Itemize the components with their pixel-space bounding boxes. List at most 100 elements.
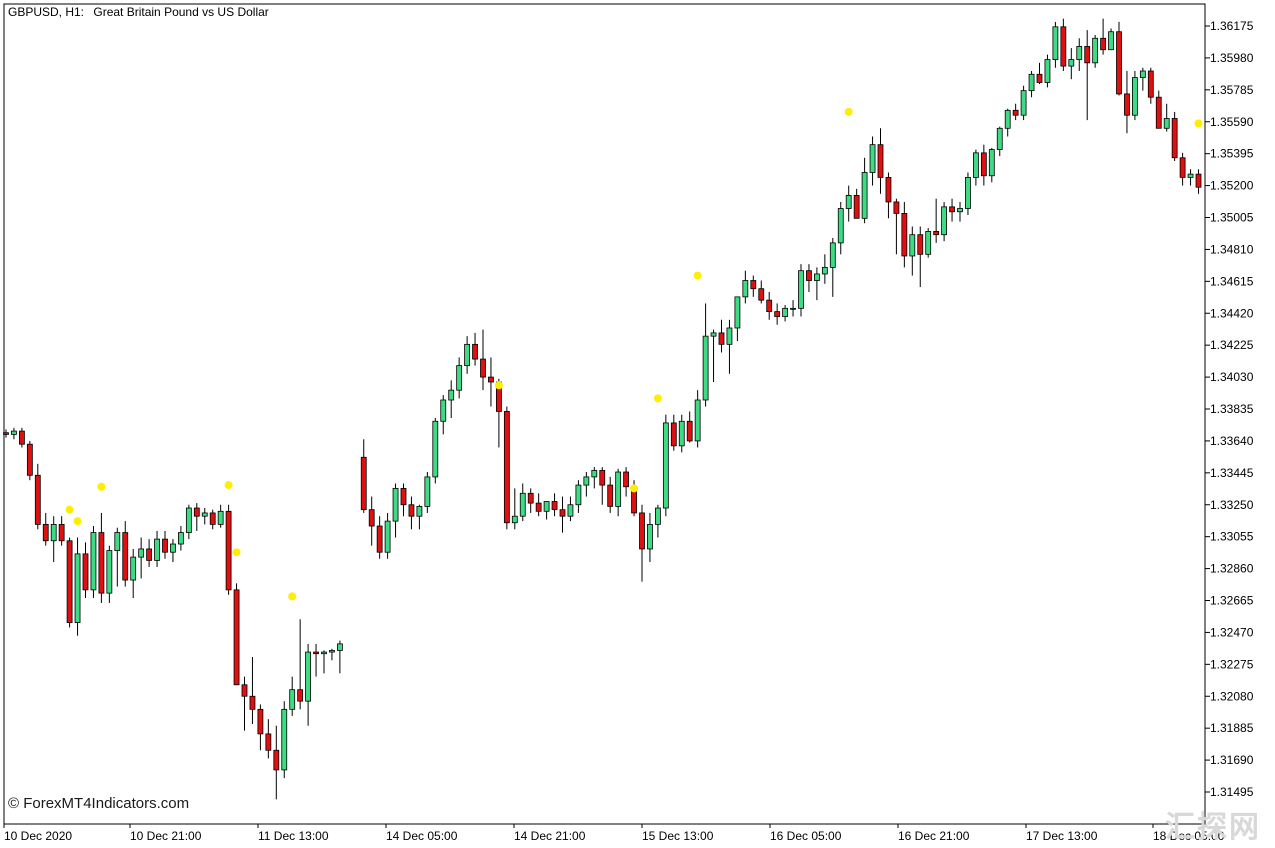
candle [289, 676, 296, 716]
price-tick-label: 1.35590 [1210, 115, 1254, 129]
site-watermark: © ForexMT4Indicators.com [8, 795, 189, 812]
candle-body [34, 474, 41, 525]
candle-body [448, 389, 455, 401]
candle-body [193, 507, 200, 517]
candle [42, 512, 49, 546]
time-tick-label: 16 Dec 21:00 [898, 829, 970, 843]
candle [1100, 18, 1106, 55]
candle-body [329, 650, 335, 653]
candle [575, 480, 582, 513]
time-axis[interactable]: 10 Dec 2020 10 Dec 21:00 11 Dec 13:00 14 De… [3, 824, 1225, 843]
candle [1084, 30, 1091, 121]
price-tick-label: 1.32665 [1210, 594, 1254, 608]
candle [3, 429, 9, 438]
candle [639, 504, 645, 582]
candle [909, 226, 916, 276]
candle [1163, 103, 1170, 132]
candle [980, 144, 987, 186]
candle-body [1028, 73, 1035, 92]
candle [647, 512, 653, 563]
candle-body [1068, 59, 1075, 67]
candle [368, 496, 375, 546]
candle-body [424, 476, 431, 507]
candle [225, 504, 232, 595]
candle-body [670, 422, 677, 447]
candle-body [1052, 26, 1059, 60]
candle [50, 516, 57, 563]
candle [233, 583, 240, 686]
candle [26, 440, 33, 481]
candle [829, 237, 836, 297]
candle-body [1012, 109, 1019, 116]
candle-body [480, 358, 486, 378]
candle-body [623, 471, 629, 488]
candle-body [853, 195, 860, 219]
candle-body [917, 234, 924, 255]
candle-body [1139, 70, 1146, 78]
candle [1179, 152, 1186, 186]
candle [360, 439, 367, 513]
price-axis[interactable]: 1.36175 1.35980 1.35785 1.35590 1.35395 1.352… [1205, 19, 1254, 799]
candle [1060, 18, 1067, 72]
candle-body [130, 556, 137, 581]
candle-body [3, 432, 9, 435]
candle-body [384, 520, 391, 553]
candle [988, 147, 995, 183]
candle-body [11, 430, 17, 435]
candle [790, 300, 796, 317]
signal-dot [288, 592, 297, 601]
price-tick-label: 1.33250 [1210, 498, 1254, 512]
candle [503, 406, 510, 530]
candle-body [170, 543, 176, 553]
candle-body [949, 206, 955, 213]
candle-body [1116, 31, 1122, 95]
candle-body [114, 532, 121, 551]
candle-body [933, 231, 940, 236]
signal-dot [73, 517, 82, 526]
candle-body [980, 152, 987, 177]
candle-body [416, 505, 423, 517]
candle-body [440, 399, 447, 422]
candle-body [686, 420, 693, 442]
price-tick-label: 1.35785 [1210, 83, 1254, 97]
candle-body [241, 684, 248, 697]
candle [241, 676, 248, 731]
candle [329, 648, 335, 661]
candle [448, 380, 455, 419]
price-tick-label: 1.34810 [1210, 242, 1254, 256]
candle [607, 476, 614, 513]
candle-body [750, 280, 757, 290]
price-tick-label: 1.34420 [1210, 306, 1254, 320]
candle-body [591, 469, 598, 478]
candle [527, 488, 534, 513]
candle [917, 226, 924, 288]
candle-body [774, 311, 781, 317]
candle-body [766, 299, 773, 313]
candle-body [925, 231, 932, 255]
candle [567, 496, 574, 522]
signal-dots-layer [65, 107, 1203, 601]
candle-body [790, 307, 796, 310]
candle-body [988, 149, 995, 177]
candle [146, 539, 153, 567]
candle-body [821, 267, 828, 275]
price-tick-label: 1.32860 [1210, 562, 1254, 576]
price-tick-label: 1.35395 [1210, 147, 1254, 161]
candle [535, 493, 542, 517]
candle-body [877, 144, 884, 178]
candle-body [639, 512, 645, 550]
candle [1036, 62, 1043, 85]
candle [154, 530, 160, 567]
candle-body [567, 504, 574, 517]
candle-body [615, 471, 622, 507]
candle [11, 427, 17, 440]
signal-dot [97, 482, 106, 491]
candle [217, 504, 224, 528]
candle [941, 201, 947, 242]
candle [106, 545, 113, 603]
candle [1092, 35, 1099, 68]
candle [670, 414, 677, 451]
candle [694, 390, 701, 448]
candle-body [1155, 96, 1162, 129]
